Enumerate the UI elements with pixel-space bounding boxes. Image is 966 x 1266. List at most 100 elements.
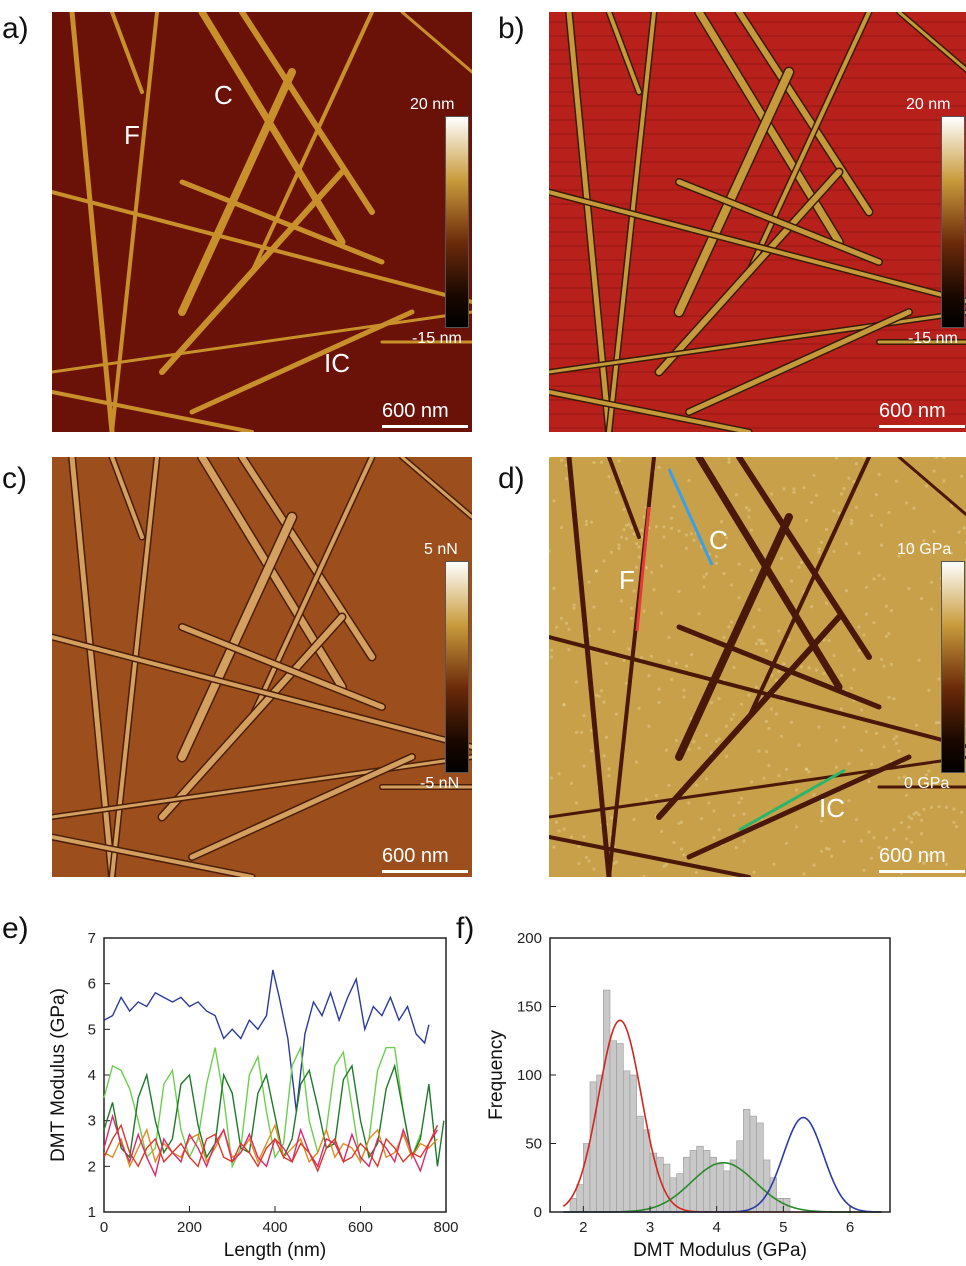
noise-speck [734, 493, 739, 497]
noise-speck [772, 862, 776, 866]
noise-speck [642, 874, 646, 877]
noise-speck [552, 845, 556, 849]
panel-c-letter: c) [2, 462, 27, 495]
profile-line-C [667, 468, 714, 566]
fiber [178, 513, 296, 761]
height-colorbar [445, 116, 469, 328]
noise-speck [917, 658, 921, 662]
scale-bar [382, 425, 468, 428]
noise-speck [594, 569, 599, 573]
noise-speck [959, 474, 964, 478]
noise-speck [879, 523, 884, 527]
afm-adhesion-image: 5 nN -5 nN 600 nm [52, 457, 472, 877]
x-tick-label: 5 [779, 1219, 787, 1236]
noise-speck [627, 647, 631, 651]
noise-speck [614, 860, 619, 864]
noise-speck [922, 861, 926, 865]
fiber [159, 169, 345, 375]
noise-speck [682, 695, 686, 699]
modulus-histogram-svg: 2 3 4 5 6 0 50 100 150 200 DMT Modulus (GPa) Freque… [486, 930, 891, 1261]
fiber [178, 68, 296, 316]
noise-speck [577, 861, 581, 865]
noise-speck [717, 828, 721, 832]
noise-speck [577, 844, 581, 849]
noise-speck [617, 546, 621, 550]
histogram-bar [623, 1070, 631, 1213]
noise-speck [847, 799, 851, 803]
histogram-bar [596, 1074, 604, 1213]
noise-speck [592, 460, 596, 465]
noise-speck [882, 577, 886, 581]
noise-speck [602, 559, 606, 563]
label-C: C [709, 525, 728, 555]
noise-speck [724, 536, 729, 540]
noise-speck [849, 521, 854, 526]
noise-speck [894, 479, 899, 483]
noise-speck [549, 655, 554, 659]
noise-speck [812, 473, 816, 477]
noise-speck [859, 748, 864, 752]
x-tick-label: 800 [433, 1219, 458, 1236]
noise-speck [672, 505, 676, 509]
fiber [676, 179, 882, 265]
noise-speck [857, 551, 861, 555]
noise-speck [749, 780, 754, 784]
noise-speck [559, 616, 564, 620]
noise-speck [897, 749, 901, 753]
noise-speck [612, 629, 616, 634]
noise-speck [697, 746, 701, 750]
noise-speck [757, 749, 761, 753]
histogram-bar [756, 1122, 764, 1213]
noise-speck [794, 825, 799, 829]
noise-speck [549, 776, 554, 780]
noise-speck [634, 542, 639, 546]
noise-speck [924, 484, 929, 488]
noise-speck [684, 533, 689, 537]
noise-speck [802, 872, 806, 876]
histogram-bar [609, 1040, 617, 1213]
histogram-bar [703, 1150, 711, 1213]
noise-speck [869, 762, 874, 766]
noise-speck [602, 700, 606, 704]
noise-speck [627, 523, 631, 527]
noise-speck [664, 862, 669, 866]
noise-speck [762, 776, 766, 780]
y-tick-label: 0 [534, 1204, 542, 1221]
noise-speck [707, 801, 711, 805]
noise-speck [737, 801, 741, 805]
noise-speck [694, 783, 699, 787]
colorbar-max-label: 20 nm [906, 96, 951, 113]
noise-speck [644, 797, 649, 802]
label-C: C [214, 80, 233, 110]
noise-speck [584, 522, 589, 527]
noise-speck [754, 685, 759, 689]
noise-speck [922, 538, 926, 543]
noise-speck [787, 638, 791, 642]
histogram-bar [729, 1159, 737, 1213]
noise-speck [792, 490, 796, 494]
noise-speck [744, 505, 749, 510]
noise-speck [574, 730, 579, 734]
noise-speck [887, 695, 891, 699]
x-tick-label: 6 [846, 1219, 854, 1236]
noise-speck [637, 545, 641, 549]
histogram-bar [629, 1074, 637, 1213]
noise-speck [952, 807, 956, 811]
noise-speck [777, 629, 781, 633]
noise-speck [827, 847, 831, 851]
fiber [52, 390, 254, 432]
noise-speck [602, 754, 606, 758]
noise-speck [597, 627, 601, 631]
noise-speck [742, 812, 746, 816]
noise-speck [782, 487, 786, 491]
noise-speck [759, 641, 764, 646]
noise-speck [659, 611, 664, 615]
noise-speck [609, 550, 614, 554]
noise-speck [864, 612, 869, 616]
noise-speck [799, 560, 804, 565]
noise-speck [582, 764, 586, 768]
noise-speck [909, 817, 914, 821]
fiber [549, 390, 751, 432]
noise-speck [942, 479, 946, 483]
panel-a-letter: a) [2, 12, 29, 45]
